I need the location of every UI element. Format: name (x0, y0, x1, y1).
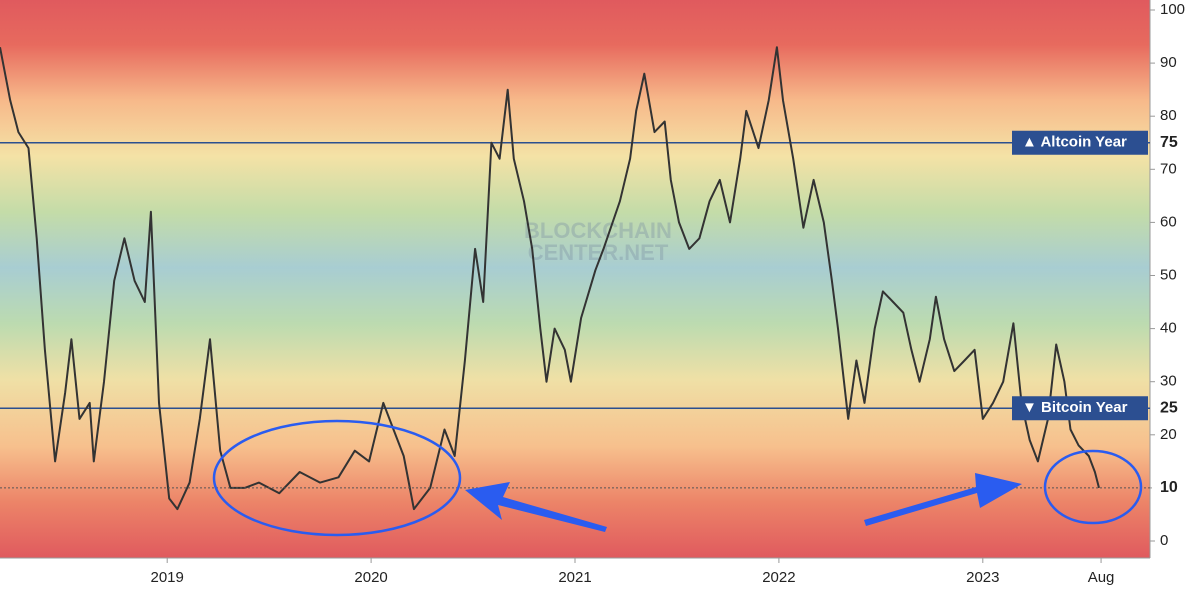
reference-value-box (1152, 130, 1196, 155)
y-tick-label: 60 (1160, 213, 1177, 230)
reference-value-box (1152, 396, 1196, 421)
reference-label: ▲ Altcoin Year (1022, 134, 1127, 151)
marks (0, 46, 1150, 511)
y-tick-label: 20 (1160, 426, 1177, 443)
current-value-box (1152, 475, 1196, 500)
highlight-ellipse (1043, 449, 1143, 525)
x-tick-label: 2022 (762, 569, 795, 586)
y-tick-label: 50 (1160, 266, 1177, 283)
arrow (864, 473, 1022, 526)
y-tick-label: 100 (1160, 1, 1185, 18)
y-tick-label: 70 (1160, 160, 1177, 177)
y-tick-label: 80 (1160, 107, 1177, 124)
series-line (0, 46, 1100, 511)
y-tick-label: 0 (1160, 532, 1168, 549)
x-tick-label: Aug (1088, 569, 1115, 586)
y-tick-label: 30 (1160, 373, 1177, 390)
y-tick-label: 90 (1160, 54, 1177, 71)
y-tick-label: 40 (1160, 320, 1177, 337)
reference-value: 25 (1160, 399, 1178, 416)
x-tick-label: 2021 (558, 569, 591, 586)
x-tick-label: 2019 (151, 569, 184, 586)
reference-label: ▼ Bitcoin Year (1022, 399, 1128, 416)
reference-label-box (1012, 396, 1148, 421)
x-tick-label: 2023 (966, 569, 999, 586)
arrow (465, 482, 607, 532)
reference-label-box (1012, 130, 1148, 155)
reference-value: 75 (1160, 134, 1178, 151)
watermark: BLOCKCHAIN (524, 218, 672, 243)
annotations (212, 419, 1143, 537)
x-tick-label: 2020 (354, 569, 387, 586)
highlight-ellipse (212, 419, 462, 537)
current-value-label: 10 (1160, 479, 1178, 496)
